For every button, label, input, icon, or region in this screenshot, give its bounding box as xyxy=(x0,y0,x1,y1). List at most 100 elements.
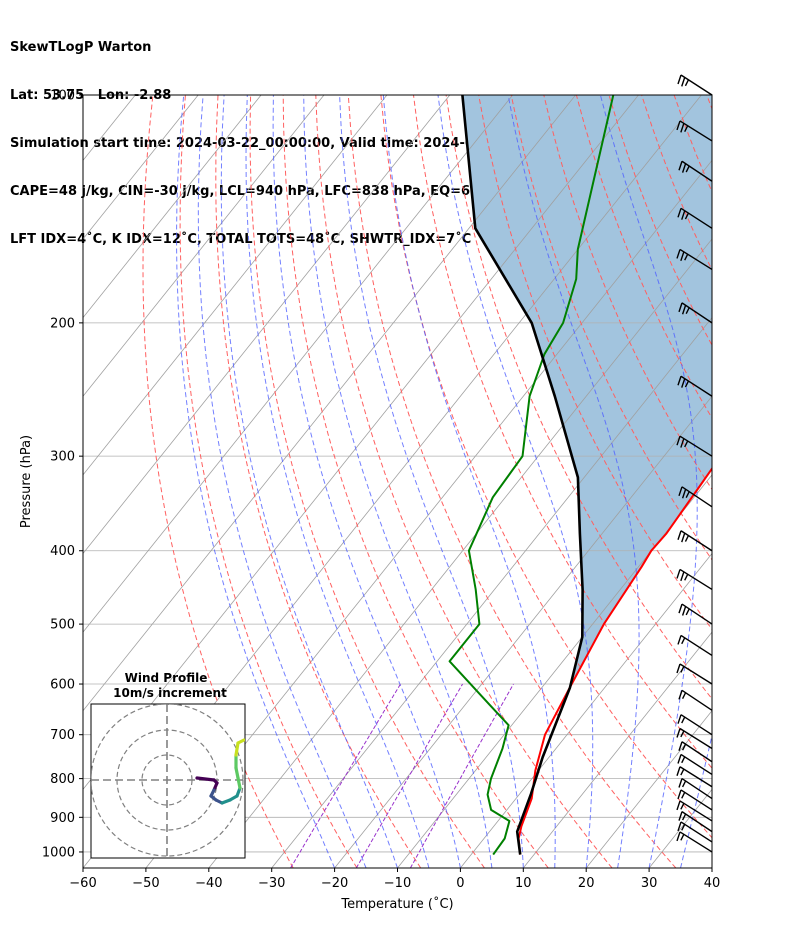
isotherm-line xyxy=(83,95,262,319)
dry-adiabat xyxy=(347,95,677,868)
hodograph-segment xyxy=(236,776,242,790)
dry-adiabat xyxy=(249,95,485,868)
y-axis-label: Pressure (hPa) xyxy=(19,435,34,528)
wind-barb xyxy=(677,530,713,552)
mixing-ratio-line xyxy=(290,683,401,868)
dry-adiabat xyxy=(543,95,712,491)
dry-adiabat xyxy=(380,95,712,839)
moist-adiabat xyxy=(272,95,461,868)
dry-adiabat xyxy=(739,95,794,868)
wind-barb xyxy=(677,634,713,657)
wind-barb xyxy=(678,160,713,182)
isotherm-line xyxy=(83,95,514,633)
wind-barb xyxy=(676,568,713,591)
x-tick-label: −40 xyxy=(195,876,222,891)
dry-adiabat xyxy=(772,95,794,868)
wind-barb xyxy=(676,831,713,853)
hodograph-segment xyxy=(236,738,245,745)
wind-barb xyxy=(676,727,713,750)
dry-adiabat xyxy=(315,95,613,868)
dry-adiabat xyxy=(413,95,712,769)
isotherm-line xyxy=(271,316,712,868)
y-tick-label: 200 xyxy=(50,316,75,331)
wind-barb xyxy=(677,714,713,736)
y-tick-label: 400 xyxy=(50,544,75,559)
y-tick-label: 1000 xyxy=(42,845,75,860)
dry-adiabat xyxy=(215,95,422,868)
y-tick-label: 800 xyxy=(50,772,75,787)
dry-adiabat xyxy=(706,95,712,111)
dry-adiabat xyxy=(575,95,712,419)
wind-barb xyxy=(676,663,713,685)
wind-barbs xyxy=(676,74,713,853)
moist-adiabat xyxy=(176,95,336,868)
dry-adiabat xyxy=(142,95,294,868)
x-tick-label: −30 xyxy=(258,876,285,891)
hodograph-grid xyxy=(91,704,245,858)
y-tick-label: 900 xyxy=(50,811,75,826)
x-tick-label: −50 xyxy=(132,876,159,891)
wind-barb xyxy=(677,789,713,811)
wind-barb xyxy=(677,753,713,776)
hodograph-segment xyxy=(234,741,240,757)
isotherm-line xyxy=(522,631,712,868)
hodograph-segment xyxy=(195,776,216,782)
wind-barb xyxy=(676,766,713,788)
wind-barb xyxy=(676,435,713,457)
x-axis-label: Temperature (˚C) xyxy=(340,896,453,912)
dewpoint-line xyxy=(448,95,615,856)
moist-adiabat xyxy=(339,95,524,868)
wind-barb xyxy=(676,120,713,142)
wind-barb xyxy=(677,74,713,96)
y-tick-label: 100 xyxy=(50,89,75,104)
isotherm-line xyxy=(460,552,712,868)
hodograph-segment xyxy=(234,766,240,780)
mixing-ratio-line xyxy=(409,683,514,868)
cape-fill xyxy=(462,95,712,684)
wind-barb xyxy=(676,800,713,822)
isotherm-line xyxy=(711,867,712,868)
moist-adiabat xyxy=(437,95,594,868)
hodograph-title: Wind Profile xyxy=(125,671,208,685)
cape-area xyxy=(462,95,712,684)
y-tick-label: 300 xyxy=(50,450,75,465)
wind-barb xyxy=(676,248,713,271)
x-tick-label: −20 xyxy=(321,876,348,891)
wind-barb xyxy=(677,375,713,397)
x-tick-label: −60 xyxy=(69,876,96,891)
x-tick-label: 20 xyxy=(578,876,595,891)
x-tick-label: −10 xyxy=(384,876,411,891)
hodograph-subtitle: 10m/s increment xyxy=(113,686,227,700)
moist-adiabat xyxy=(711,866,712,868)
mixing-ratio-line xyxy=(355,683,464,868)
x-tick-label: 30 xyxy=(641,876,658,891)
profile-curves xyxy=(448,95,712,856)
isotherm-line xyxy=(83,95,199,240)
moist-adiabat xyxy=(245,95,430,868)
grid-lines xyxy=(83,95,794,868)
wind-barb xyxy=(677,821,713,843)
moist-adiabat xyxy=(599,95,698,868)
parcel-line xyxy=(461,95,584,855)
isotherm-line xyxy=(83,95,325,397)
moist-adiabat xyxy=(220,95,398,868)
chart-title: SkewTLogP Warton xyxy=(10,40,152,55)
y-tick-label: 500 xyxy=(50,618,75,633)
wind-barb xyxy=(678,811,713,833)
isotherm-line xyxy=(83,95,451,555)
dry-adiabat xyxy=(282,95,549,868)
isotherm-line xyxy=(208,238,712,868)
isotherm-line xyxy=(83,95,576,712)
stability-indices-line: LFT IDX=4˚C, K IDX=12˚C, TOTAL TOTS=48˚C… xyxy=(10,232,472,247)
isotherm-line xyxy=(83,95,388,476)
y-tick-label: 700 xyxy=(50,728,75,743)
isotherm-line xyxy=(145,159,712,868)
wind-barb xyxy=(678,777,713,800)
wind-barb xyxy=(677,207,713,229)
wind-barb xyxy=(678,689,713,711)
wind-barb xyxy=(678,302,713,324)
isotherm-line xyxy=(585,710,712,868)
